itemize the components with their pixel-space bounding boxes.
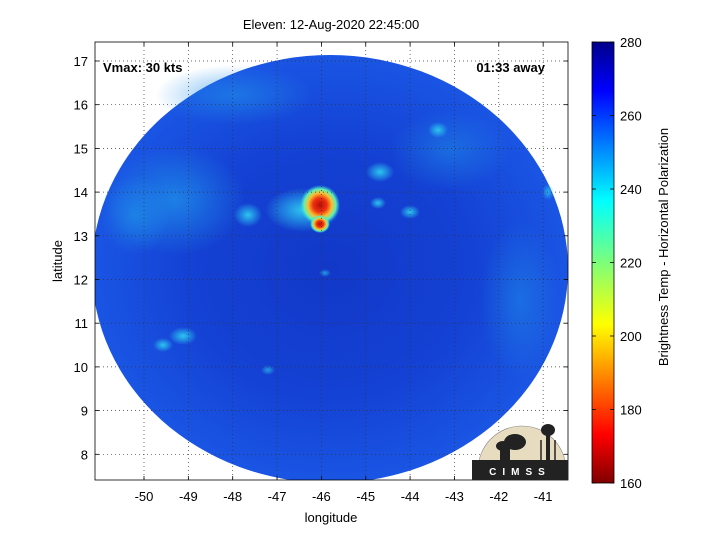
colorbar: 280 260 240 220 200 180 160 Brightness Temp - … xyxy=(591,35,671,491)
brightness-temp-swath xyxy=(95,55,568,480)
x-tick-label: -50 xyxy=(135,489,154,504)
colorbar-tick-label: 240 xyxy=(620,182,642,197)
y-tick-label: 17 xyxy=(74,54,88,69)
y-axis-ticks: 17 16 15 14 13 12 11 10 9 8 xyxy=(74,54,568,462)
y-tick-label: 16 xyxy=(74,98,88,113)
x-tick-label: -41 xyxy=(534,489,553,504)
x-tick-label: -42 xyxy=(489,489,508,504)
axes-frame xyxy=(94,41,569,481)
y-tick-label: 9 xyxy=(81,404,88,419)
chart-title: Eleven: 12-Aug-2020 22:45:00 xyxy=(243,17,419,32)
y-tick-label: 14 xyxy=(74,185,88,200)
x-axis-label: longitude xyxy=(305,510,358,525)
y-tick-label: 15 xyxy=(74,141,88,156)
y-tick-label: 13 xyxy=(74,229,88,244)
y-tick-label: 10 xyxy=(74,360,88,375)
cimss-logo-icon: CIMSS xyxy=(472,424,568,480)
time-away-label: 01:33 away xyxy=(476,60,545,75)
x-tick-label: -49 xyxy=(179,489,198,504)
colorbar-tick-label: 160 xyxy=(620,476,642,491)
colorbar-tick-label: 180 xyxy=(620,403,642,418)
colorbar-tick-label: 200 xyxy=(620,329,642,344)
y-tick-label: 8 xyxy=(81,447,88,462)
x-tick-label: -48 xyxy=(223,489,242,504)
colorbar-tick-label: 220 xyxy=(620,256,642,271)
x-tick-label: -46 xyxy=(312,489,331,504)
x-tick-label: -44 xyxy=(401,489,420,504)
y-tick-label: 11 xyxy=(75,316,89,331)
logo-text: CIMSS xyxy=(489,467,551,478)
colorbar-tick-label: 260 xyxy=(620,109,642,124)
x-tick-label: -43 xyxy=(445,489,464,504)
gridlines xyxy=(95,42,568,480)
vmax-label: Vmax: 30 kts xyxy=(103,60,183,75)
x-tick-label: -47 xyxy=(268,489,287,504)
y-axis-label: latitude xyxy=(50,240,65,282)
colorbar-label: Brightness Temp - Horizontal Polarizatio… xyxy=(656,128,671,366)
colorbar-ticks: 280 260 240 220 200 180 160 xyxy=(592,35,642,491)
y-tick-label: 12 xyxy=(74,273,88,288)
x-axis-ticks: -50 -49 -48 -47 -46 -45 -44 -43 -42 -41 xyxy=(135,42,553,504)
colorbar-tick-label: 280 xyxy=(620,35,642,50)
x-tick-label: -45 xyxy=(356,489,375,504)
